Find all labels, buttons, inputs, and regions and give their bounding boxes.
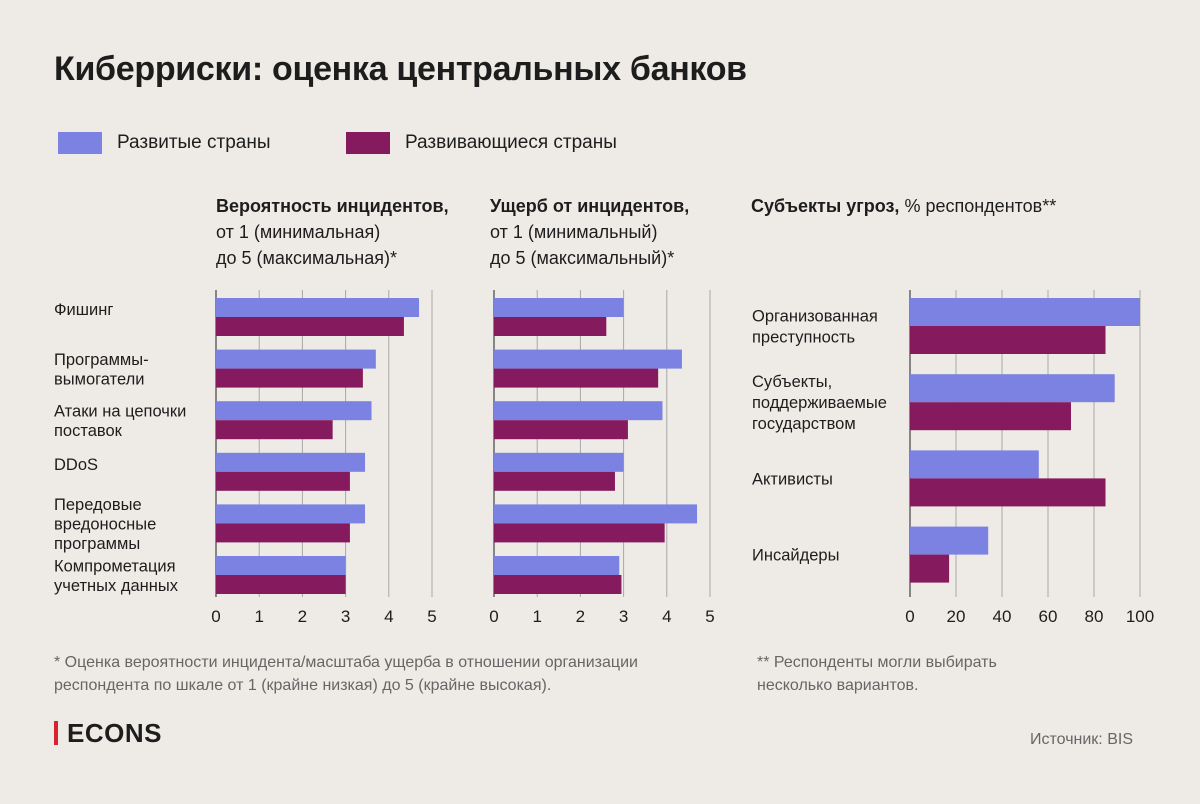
legend-swatch-developed <box>58 132 102 154</box>
logo-red-bar <box>54 721 58 745</box>
panel3-bar-developed <box>910 450 1039 479</box>
panel1-bar-developing <box>216 523 350 543</box>
footnote-scale: * Оценка вероятности инцидента/масштаба … <box>54 651 638 697</box>
panel1-bar-developing <box>216 368 363 388</box>
panel3-bar-developed <box>910 298 1140 326</box>
footnote-scale-line1: * Оценка вероятности инцидента/масштаба … <box>54 654 638 671</box>
panel3-tick-label: 80 <box>1085 607 1104 626</box>
panel2-bar-developing <box>494 420 628 440</box>
panel3-category-label: Инсайдеры <box>752 547 839 565</box>
panel3-bar-developing <box>910 326 1106 354</box>
panel1-category-label: поставок <box>54 422 123 440</box>
panel2-tick-label: 3 <box>619 607 628 626</box>
panel3-tick-label: 20 <box>947 607 966 626</box>
panel1-category-label: вредоносные <box>54 515 156 533</box>
legend-label-developed: Развитые страны <box>117 132 271 153</box>
footnote-scale-line2: респондента по шкале от 1 (крайне низкая… <box>54 677 552 694</box>
panel1-category-label: учетных данных <box>54 577 179 595</box>
panel1-header-line3: до 5 (максимальная)* <box>216 248 398 268</box>
panel1-category-label: Атаки на цепочки <box>54 402 186 420</box>
panel1-bar-developed <box>216 298 420 317</box>
panel2-bar-developed <box>494 556 620 575</box>
panel2-tick-label: 2 <box>576 607 585 626</box>
panel2-bar-developed <box>494 298 624 317</box>
panel3-category-label: преступность <box>752 329 855 347</box>
panel3-tick-label: 40 <box>993 607 1012 626</box>
panel3-bar-developed <box>910 526 989 555</box>
panel2-bar-developed <box>494 401 663 421</box>
source-note: Источник: BIS <box>1030 731 1133 748</box>
footnote-respondents-line2: несколько вариантов. <box>757 677 919 694</box>
panel2-bar-developed <box>494 452 624 472</box>
panel3-category-label: поддерживаемые <box>752 394 887 412</box>
panel1-header-title: Вероятность инцидентов, <box>216 196 449 216</box>
panel2-header-line3: до 5 (максимальный)* <box>490 248 675 268</box>
panel1-category-label: DDoS <box>54 456 98 474</box>
panel1-category-label: Компрометация <box>54 557 176 575</box>
panel1-category-label: Программы- <box>54 351 149 369</box>
panel1-category-label: вымогатели <box>54 370 144 388</box>
panel1-category-label: Передовые <box>54 496 142 514</box>
panel1-bar-developing <box>216 575 346 594</box>
panel1-tick-label: 1 <box>254 607 263 626</box>
chart-title: Киберриски: оценка центральных банков <box>54 50 747 88</box>
panel3-header-rest: % респондентов** <box>904 196 1057 216</box>
panel1-bar-developing <box>216 420 333 440</box>
panel1-bar-developed <box>216 452 366 472</box>
panel3-bar-developing <box>910 478 1106 507</box>
panel3-header-title: Субъекты угроз, <box>751 196 900 216</box>
legend-swatch-developing <box>346 132 390 154</box>
panel2-tick-label: 5 <box>705 607 714 626</box>
panel1-bar-developing <box>216 317 404 336</box>
panel1-bar-developed <box>216 556 346 575</box>
panel2-header: Ущерб от инцидентов, от 1 (минимальный) … <box>490 193 689 271</box>
panel2-header-line2: от 1 (минимальный) <box>490 222 658 242</box>
panel2-header-title: Ущерб от инцидентов, <box>490 196 690 216</box>
panel2-bar-developing <box>494 523 665 543</box>
logo-text: ECONS <box>67 718 162 748</box>
panel2-bar-developed <box>494 349 682 369</box>
panel3-category-label: Субъекты, <box>752 373 832 391</box>
legend-label-developing: Развивающиеся страны <box>405 132 617 153</box>
panel3-bar-developing <box>910 554 950 583</box>
panel1-header-line2: от 1 (минимальная) <box>216 222 381 242</box>
panel3-category-label: Активисты <box>752 470 833 488</box>
panel3-tick-label: 0 <box>905 607 914 626</box>
panel1-bar-developed <box>216 349 376 369</box>
panel1-category-label: программы <box>54 535 140 553</box>
panel2-tick-label: 0 <box>489 607 498 626</box>
panel3-category-label: государством <box>752 415 856 433</box>
panel1-header: Вероятность инцидентов, от 1 (минимальна… <box>216 193 449 271</box>
panel2-bar-developing <box>494 471 615 491</box>
panel2-bar-developed <box>494 504 698 524</box>
panel2-bar-developing <box>494 575 622 594</box>
panel3-tick-label: 100 <box>1126 607 1154 626</box>
panel3-tick-label: 60 <box>1039 607 1058 626</box>
panel2-tick-label: 4 <box>662 607 671 626</box>
footnote-respondents: ** Респонденты могли выбирать несколько … <box>757 651 997 697</box>
footnote-respondents-line1: ** Респонденты могли выбирать <box>757 654 997 671</box>
panel1-tick-label: 2 <box>298 607 307 626</box>
panel3-bar-developing <box>910 402 1071 431</box>
panel2-bar-developing <box>494 317 607 336</box>
panel1-tick-label: 3 <box>341 607 350 626</box>
panel1-tick-label: 5 <box>427 607 436 626</box>
panel1-tick-label: 0 <box>211 607 220 626</box>
panel1-bar-developed <box>216 504 366 524</box>
panel3-header: Субъекты угроз, % респондентов** <box>751 193 1056 219</box>
panel1-bar-developing <box>216 471 350 491</box>
panel1-category-label: Фишинг <box>54 301 113 319</box>
panel2-tick-label: 1 <box>532 607 541 626</box>
panel1-tick-label: 4 <box>384 607 393 626</box>
panel3-category-label: Организованная <box>752 308 878 326</box>
panel1-bar-developed <box>216 401 372 421</box>
panel3-bar-developed <box>910 374 1115 403</box>
panel2-bar-developing <box>494 368 659 388</box>
